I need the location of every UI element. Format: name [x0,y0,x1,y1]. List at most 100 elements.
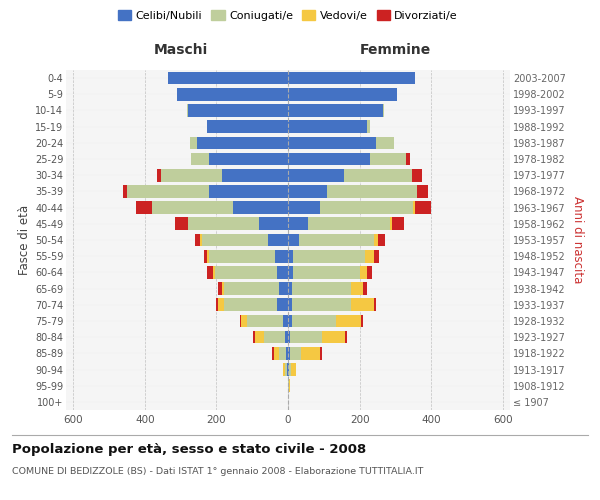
Bar [288,120,367,133]
Bar [374,234,377,246]
Text: Femmine: Femmine [360,43,431,57]
Bar [283,314,288,328]
Bar [247,314,283,328]
Bar [224,298,277,311]
Bar [288,104,383,117]
Bar [217,298,218,311]
Bar [288,185,328,198]
Bar [289,380,290,392]
Bar [285,363,287,376]
Bar [287,363,288,376]
Bar [288,136,376,149]
Bar [350,298,374,311]
Bar [209,250,275,262]
Bar [286,347,288,360]
Bar [208,266,213,278]
Bar [290,363,296,376]
Bar [293,266,359,278]
Bar [417,185,428,198]
Y-axis label: Fasce di età: Fasce di età [17,205,31,275]
Bar [288,314,292,328]
Bar [361,314,363,328]
Bar [288,88,397,101]
Bar [412,169,422,181]
Bar [289,363,290,376]
Bar [123,185,127,198]
Bar [161,169,222,181]
Text: Popolazione per età, sesso e stato civile - 2008: Popolazione per età, sesso e stato civil… [12,442,366,456]
Bar [292,282,350,295]
Bar [204,250,208,262]
Bar [168,72,288,85]
Bar [197,136,288,149]
Bar [288,152,370,166]
Bar [288,202,320,214]
Bar [202,234,268,246]
Bar [208,120,288,133]
Bar [413,202,415,214]
Bar [279,282,288,295]
Bar [376,136,394,149]
Bar [337,314,361,328]
Bar [377,234,385,246]
Bar [367,120,370,133]
Bar [299,234,374,246]
Legend: Celibi/Nubili, Coniugati/e, Vedovi/e, Divorziati/e: Celibi/Nubili, Coniugati/e, Vedovi/e, Di… [116,8,460,24]
Bar [215,266,277,278]
Bar [136,202,152,214]
Bar [290,331,322,344]
Bar [288,72,415,85]
Bar [367,266,372,278]
Bar [288,218,308,230]
Bar [279,347,286,360]
Text: Maschi: Maschi [154,43,208,57]
Bar [392,218,404,230]
Bar [222,282,224,295]
Bar [208,250,209,262]
Y-axis label: Anni di nascita: Anni di nascita [571,196,584,284]
Bar [288,331,290,344]
Bar [283,363,285,376]
Bar [222,169,288,181]
Bar [259,218,288,230]
Bar [365,250,374,262]
Bar [301,347,320,360]
Bar [191,152,209,166]
Bar [213,266,215,278]
Bar [345,331,347,344]
Bar [274,347,279,360]
Bar [254,331,263,344]
Bar [322,331,345,344]
Bar [292,314,337,328]
Bar [190,136,197,149]
Bar [239,314,241,328]
Bar [293,250,365,262]
Bar [157,169,161,181]
Bar [177,88,288,101]
Bar [343,169,412,181]
Bar [290,347,301,360]
Bar [288,282,292,295]
Bar [328,185,417,198]
Bar [308,218,390,230]
Bar [374,298,376,311]
Bar [320,347,322,360]
Bar [272,347,274,360]
Bar [363,282,367,295]
Bar [195,234,200,246]
Bar [241,314,247,328]
Bar [152,202,233,214]
Bar [277,266,288,278]
Bar [288,234,299,246]
Bar [188,218,259,230]
Bar [390,218,392,230]
Bar [350,282,363,295]
Bar [415,202,431,214]
Bar [288,298,292,311]
Bar [263,331,285,344]
Text: COMUNE DI BEDIZZOLE (BS) - Dati ISTAT 1° gennaio 2008 - Elaborazione TUTTITALIA.: COMUNE DI BEDIZZOLE (BS) - Dati ISTAT 1°… [12,468,424,476]
Bar [320,202,413,214]
Bar [175,218,188,230]
Bar [224,282,279,295]
Bar [209,152,288,166]
